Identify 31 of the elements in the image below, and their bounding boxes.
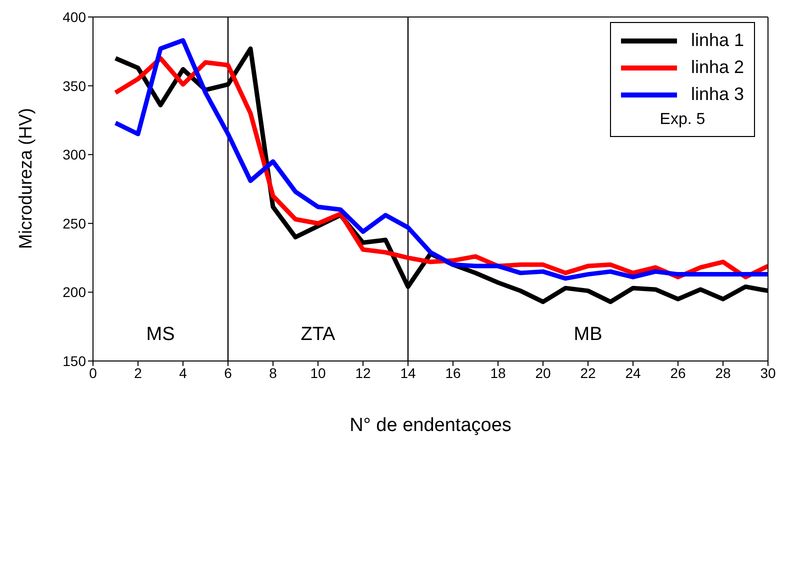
x-tick-label: 12 (355, 364, 371, 381)
x-tick-label: 4 (179, 364, 188, 381)
x-tick-label: 30 (760, 364, 776, 381)
x-tick-label: 28 (715, 364, 731, 381)
x-tick-label: 22 (580, 364, 596, 381)
x-tick-label: 16 (445, 364, 461, 381)
x-tick-label: 20 (535, 364, 551, 381)
annotation: ZTA (300, 324, 336, 346)
x-tick-label: 24 (625, 364, 641, 381)
y-tick-label: 200 (62, 284, 86, 300)
y-tick-label: 250 (62, 215, 86, 232)
legend-label: linha 3 (690, 83, 744, 106)
x-tick-label: 2 (134, 364, 142, 381)
legend-label: linha 1 (690, 29, 744, 52)
annotation: MS (146, 324, 175, 346)
legend-label: linha 2 (690, 56, 744, 79)
y-tick-label: 150 (62, 352, 86, 369)
x-tick-label: 6 (224, 364, 232, 381)
x-tick-label: 0 (89, 364, 98, 381)
legend-title: Exp. 5 (658, 110, 706, 130)
x-tick-label: 8 (269, 364, 278, 381)
y-tick-label: 350 (62, 78, 86, 94)
y-axis-title: Microdureza (HV) (15, 108, 36, 249)
annotation: MB (574, 324, 602, 346)
x-axis-title: N° de endentaçoes (350, 415, 512, 436)
y-tick-label: 400 (62, 8, 86, 25)
x-tick-label: 26 (670, 364, 686, 381)
x-tick-label: 14 (400, 364, 416, 381)
x-tick-label: 18 (490, 364, 506, 381)
y-tick-label: 300 (62, 146, 86, 163)
x-tick-label: 10 (310, 364, 326, 381)
